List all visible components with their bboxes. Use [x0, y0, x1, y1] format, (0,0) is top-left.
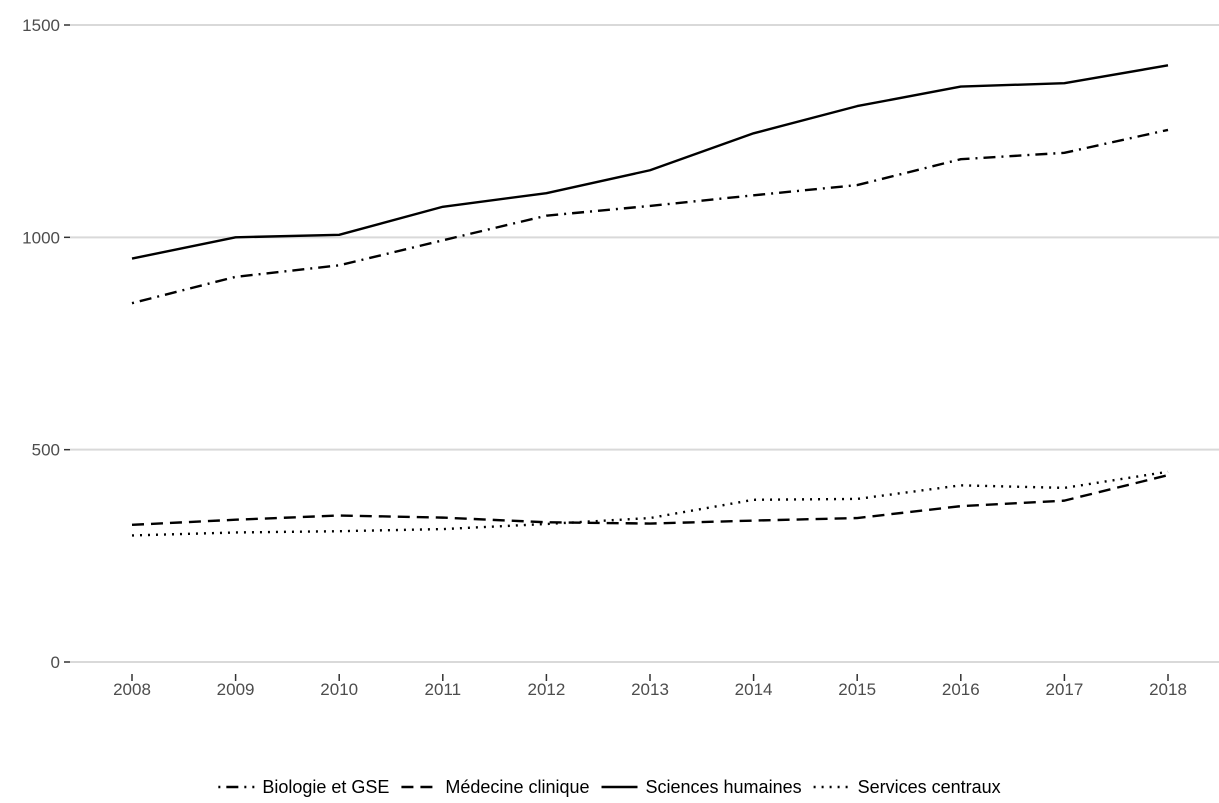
x-tick-label: 2016: [942, 680, 980, 699]
legend-label: Biologie et GSE: [262, 777, 389, 797]
y-axis: 0 500 1000 1500: [22, 16, 70, 672]
legend-label: Sciences humaines: [646, 777, 802, 797]
legend-label: Services centraux: [858, 777, 1001, 797]
series-line-m-decine-clinique: [131, 473, 1169, 527]
y-tick-label: 1500: [22, 16, 60, 35]
series-line-biologie-et-gse: [131, 128, 1169, 305]
x-tick-label: 2010: [320, 680, 358, 699]
series-line-sciences-humaines: [131, 64, 1169, 260]
x-tick-label: 2009: [217, 680, 255, 699]
y-tick-label: 0: [51, 653, 60, 672]
series-lines: [131, 64, 1169, 537]
x-tick-label: 2011: [425, 680, 462, 699]
grid-lines: [70, 24, 1219, 663]
x-tick-label: 2013: [631, 680, 669, 699]
x-tick-label: 2018: [1149, 680, 1187, 699]
x-tick-label: 2008: [113, 680, 151, 699]
y-tick-label: 500: [32, 441, 60, 460]
x-tick-label: 2012: [527, 680, 565, 699]
x-tick-label: 2014: [735, 680, 773, 699]
x-axis: 2008 2009 2010 2011 2012 2013 2014 2015 2016 2017…: [113, 674, 1187, 699]
y-tick-label: 1000: [22, 228, 60, 247]
legend: Biologie et GSE Médecine clinique Sciences…: [218, 777, 1001, 797]
x-tick-label: 2017: [1045, 680, 1083, 699]
x-tick-label: 2015: [838, 680, 876, 699]
legend-label: Médecine clinique: [445, 777, 589, 797]
